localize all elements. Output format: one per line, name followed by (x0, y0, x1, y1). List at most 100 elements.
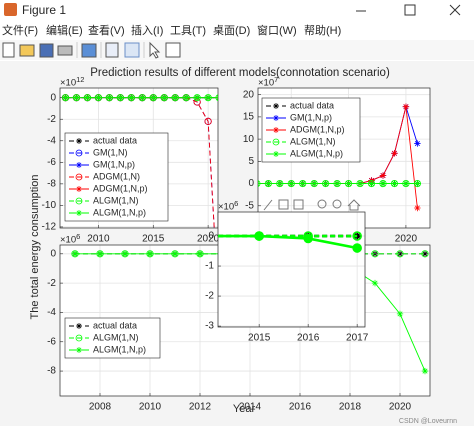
legend-label: ALGM(1,N,p) (93, 207, 146, 217)
marker (62, 94, 69, 101)
rotate-icon[interactable] (293, 199, 304, 210)
datatip-icon[interactable] (278, 199, 289, 210)
marker (265, 180, 272, 187)
menu-item[interactable]: 编辑(E) (46, 23, 83, 37)
link-icon[interactable] (81, 43, 97, 58)
menu-item[interactable]: 桌面(D) (213, 24, 250, 37)
marker (414, 204, 421, 212)
y-tick-label: 0 (248, 178, 254, 189)
x-tick-label: 2017 (346, 333, 369, 344)
marker (273, 115, 279, 121)
y-tick-label: -2 (205, 291, 214, 302)
marker (402, 103, 410, 110)
property-icon[interactable] (165, 42, 181, 58)
zoom-out-icon[interactable] (332, 199, 342, 209)
marker (379, 172, 387, 179)
y-tick-label: -6 (47, 157, 56, 168)
menu-bar: 文件(F) 编辑(E) 查看(V) 插入(I) 工具(T) 桌面(D) 窗口(W) 帮助(H) (0, 22, 474, 40)
marker (193, 94, 201, 101)
marker (322, 180, 329, 187)
y-tick-label: 0 (50, 92, 56, 103)
y-exponent-power: 12 (76, 75, 84, 84)
save-icon[interactable] (39, 43, 54, 58)
marker (371, 250, 379, 258)
open-icon[interactable] (19, 44, 35, 57)
axes-box (217, 211, 366, 328)
marker (96, 250, 104, 257)
marker (117, 94, 124, 101)
marker (106, 94, 113, 101)
x-tick-label: 2014 (239, 402, 262, 413)
close-button[interactable] (449, 4, 461, 16)
zoom-in-icon[interactable] (317, 199, 327, 209)
marker (379, 180, 387, 187)
marker (204, 117, 212, 125)
menu-background (0, 22, 474, 40)
marker (414, 180, 421, 187)
x-tick-label: 2016 (297, 333, 320, 344)
new-icon[interactable] (2, 42, 15, 58)
legend-label: ALGM(1,N) (93, 332, 139, 342)
legend-label: ALGM(1,N,p) (93, 344, 146, 354)
plot-content (61, 94, 218, 228)
marker (171, 250, 179, 257)
marker (139, 94, 146, 101)
marker (391, 180, 398, 187)
marker (273, 127, 279, 133)
marker (182, 94, 190, 101)
marker (273, 103, 279, 109)
axes-toolbar (263, 199, 361, 211)
legend: actual data GM(1,N,p) ADGM(1,N,p) ALGM(1,N)… (261, 97, 361, 163)
legend-label: actual data (290, 100, 334, 110)
marker (172, 94, 179, 101)
menu-item[interactable]: 帮助(H) (304, 23, 341, 37)
x-tick-label: 2010 (139, 402, 162, 413)
marker (75, 197, 83, 205)
print-icon[interactable] (57, 45, 73, 56)
menu-item[interactable]: 文件(F) (2, 23, 38, 37)
y-tick-label: -4 (47, 307, 56, 318)
marker (333, 180, 341, 187)
marker (356, 180, 364, 187)
figure-title: Prediction results of different models(c… (90, 67, 390, 79)
y-tick-label: 20 (243, 89, 255, 100)
menu-item[interactable]: 插入(I) (131, 23, 163, 37)
y-tick-label: 0 (208, 231, 214, 242)
axes: 0 -1 -2 -3 2015 2016 2017 ×106 (205, 199, 369, 344)
series-line (218, 234, 358, 250)
y-tick-label: -6 (47, 336, 56, 347)
toolbar-icons (2, 41, 181, 59)
x-tick-label: 2016 (289, 402, 312, 413)
y-exponent-power: 7 (274, 75, 278, 84)
window-title: Figure 1 (22, 3, 66, 17)
legend-label: GM(1,N) (93, 147, 128, 157)
y-tick-label: 10 (243, 134, 255, 145)
maximize-button[interactable] (404, 4, 416, 16)
colorbar-icon[interactable] (105, 42, 119, 58)
menu-item[interactable]: 工具(T) (170, 24, 206, 37)
marker (421, 367, 429, 375)
pointer-icon[interactable] (149, 41, 161, 59)
app-icon (4, 3, 17, 16)
x-tick-label: 2010 (87, 234, 110, 245)
marker (272, 138, 280, 146)
menu-item[interactable]: 窗口(W) (257, 23, 297, 37)
marker (76, 162, 82, 168)
brush-icon[interactable] (263, 199, 273, 211)
marker (352, 243, 362, 253)
menu-item[interactable]: 查看(V) (88, 23, 125, 37)
y-tick-label: -8 (47, 366, 56, 377)
marker (204, 94, 212, 101)
y-exponent: ×107 (258, 75, 278, 89)
x-tick-label: 2020 (197, 234, 220, 245)
marker (76, 138, 82, 144)
marker (196, 250, 204, 257)
y-tick-label: -10 (42, 200, 57, 211)
legend-icon[interactable] (124, 42, 140, 58)
marker (254, 231, 264, 241)
home-icon[interactable] (347, 199, 361, 211)
marker (76, 323, 82, 329)
